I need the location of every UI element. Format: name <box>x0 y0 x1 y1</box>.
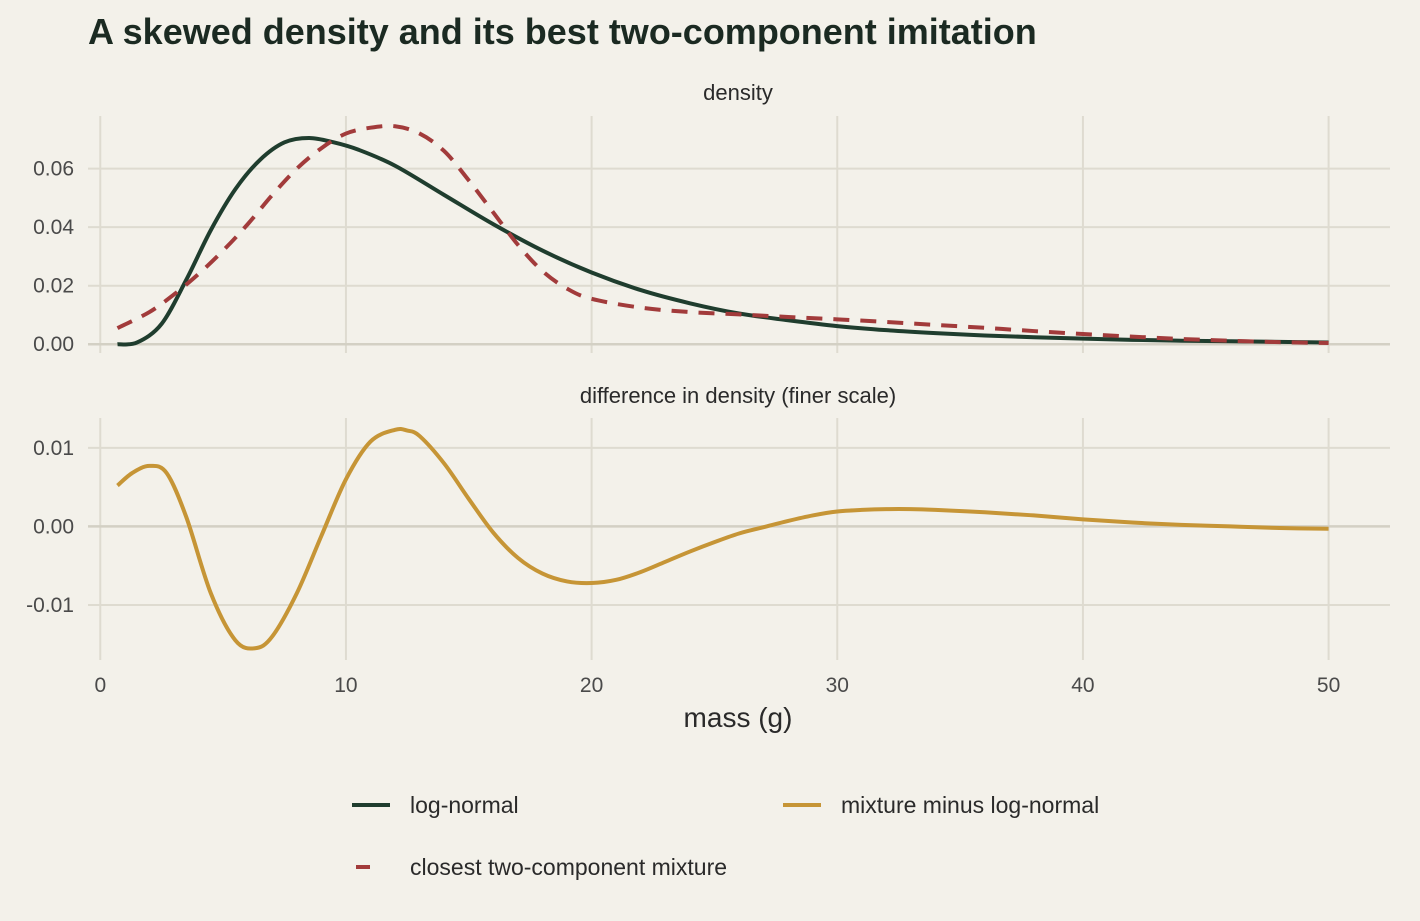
series-line-log-normal <box>117 135 1329 347</box>
y-tick-label: 0.00 <box>33 333 74 356</box>
y-tick-label: 0.01 <box>33 437 74 460</box>
panel-strip-label-density: density <box>703 80 773 105</box>
x-axis-label: mass (g) <box>684 702 793 733</box>
x-tick-label: 20 <box>580 674 603 697</box>
legend-label-difference: mixture minus log-normal <box>841 792 1099 818</box>
legend-label-log-normal: log-normal <box>410 792 519 818</box>
series-line-difference <box>116 426 1329 651</box>
panel-strip-label-difference: difference in density (finer scale) <box>580 383 896 408</box>
y-tick-label: 0.00 <box>33 515 74 538</box>
density-panel: 0.00 0.02 0.04 0.06 <box>33 116 1390 356</box>
x-tick-label: 10 <box>334 674 357 697</box>
series-line-mixture <box>116 123 1329 346</box>
x-tick-label: 40 <box>1071 674 1094 697</box>
y-tick-label: 0.04 <box>33 216 74 239</box>
x-tick-label: 0 <box>94 674 106 697</box>
legend: log-normal mixture minus log-normal closes… <box>352 792 1099 880</box>
y-tick-label: 0.02 <box>33 275 74 298</box>
difference-panel: -0.01 0.00 0.01 <box>26 418 1390 660</box>
chart-title: A skewed density and its best two-compon… <box>88 11 1037 52</box>
legend-label-mixture: closest two-component mixture <box>410 854 727 880</box>
x-tick-label: 30 <box>826 674 849 697</box>
y-tick-label: -0.01 <box>26 594 74 617</box>
y-tick-label: 0.06 <box>33 158 74 181</box>
x-axis-ticks: 0 10 20 30 40 50 <box>94 674 1340 697</box>
x-tick-label: 50 <box>1317 674 1340 697</box>
